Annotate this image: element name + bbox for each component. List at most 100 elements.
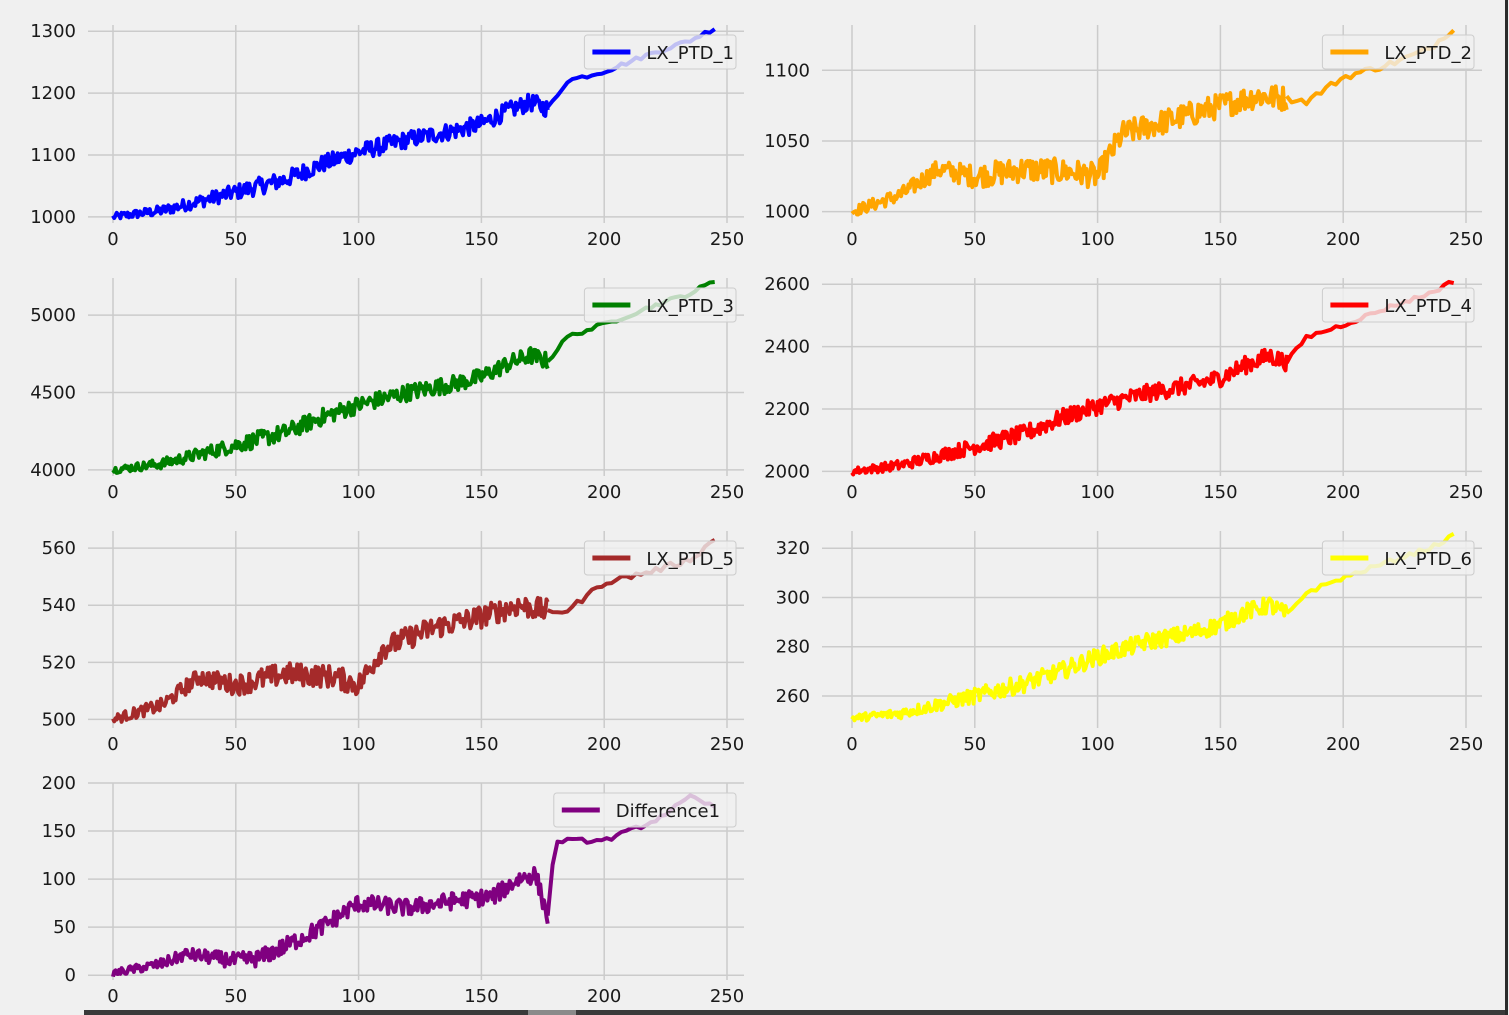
x-tick-label: 0 [107, 482, 118, 503]
x-tick-label: 250 [710, 734, 744, 755]
x-tick-label: 50 [224, 229, 247, 250]
y-tick-label: 0 [65, 965, 76, 986]
x-tick-label: 200 [587, 734, 621, 755]
y-tick-label: 520 [42, 652, 76, 673]
y-tick-label: 260 [776, 686, 810, 707]
x-tick-label: 150 [464, 229, 498, 250]
series-line-dense [111, 92, 550, 221]
x-tick-label: 0 [846, 734, 857, 755]
series-line-dense [111, 595, 550, 724]
y-tick-label: 280 [776, 637, 810, 658]
x-tick-label: 50 [963, 229, 986, 250]
legend-label: Difference1 [616, 801, 720, 822]
legend-label: LX_PTD_3 [646, 296, 734, 317]
x-tick-label: 250 [710, 229, 744, 250]
x-tick-label: 0 [107, 986, 118, 1007]
x-tick-label: 100 [1080, 482, 1114, 503]
x-tick-label: 0 [107, 734, 118, 755]
legend-box [1321, 287, 1475, 323]
y-tick-label: 1300 [30, 21, 76, 42]
y-tick-label: 1050 [764, 131, 810, 152]
y-tick-label: 4000 [30, 460, 76, 481]
y-tick-label: 500 [42, 709, 76, 730]
x-tick-label: 150 [1203, 734, 1237, 755]
y-tick-label: 5000 [30, 305, 76, 326]
x-tick-label: 100 [341, 482, 375, 503]
legend-box [583, 287, 737, 323]
series-line-dense [850, 596, 1289, 723]
legend: LX_PTD_4 [1321, 287, 1475, 323]
y-tick-label: 1000 [764, 202, 810, 223]
subplot-1: 0 50 100 150 200 250 1000 1100 1200 1300 LX_PTD_1 [30, 21, 744, 250]
y-tick-label: 4500 [30, 382, 76, 403]
window-edge-right [1505, 0, 1508, 1015]
series-line-dense [850, 84, 1289, 217]
x-tick-label: 150 [1203, 482, 1237, 503]
x-tick-label: 200 [587, 482, 621, 503]
legend-label: LX_PTD_5 [646, 549, 734, 570]
legend-label: LX_PTD_1 [646, 43, 734, 64]
x-tick-label: 250 [710, 482, 744, 503]
x-tick-label: 50 [963, 734, 986, 755]
legend-box [553, 792, 737, 828]
x-tick-label: 50 [224, 734, 247, 755]
legend-label: LX_PTD_6 [1384, 549, 1472, 570]
x-tick-label: 200 [587, 229, 621, 250]
x-tick-label: 100 [1080, 734, 1114, 755]
series-line-dense [850, 347, 1289, 477]
x-tick-label: 0 [846, 229, 857, 250]
x-tick-label: 150 [464, 986, 498, 1007]
series-line-dense [111, 346, 550, 475]
legend-label: LX_PTD_4 [1384, 296, 1472, 317]
subplot-5: 0 50 100 150 200 250 500 520 540 560 LX_PTD_5 [42, 531, 744, 755]
x-tick-label: 50 [224, 986, 247, 1007]
scrollbar-thumb[interactable] [528, 1010, 576, 1015]
x-tick-label: 0 [107, 229, 118, 250]
x-tick-label: 0 [846, 482, 857, 503]
x-tick-label: 250 [710, 986, 744, 1007]
x-tick-label: 250 [1449, 482, 1483, 503]
x-tick-label: 200 [1326, 734, 1360, 755]
legend-box [1321, 540, 1475, 576]
x-tick-label: 150 [1203, 229, 1237, 250]
y-tick-label: 320 [776, 538, 810, 559]
y-tick-label: 300 [776, 587, 810, 608]
y-tick-label: 2600 [764, 274, 810, 295]
legend-label: LX_PTD_2 [1384, 43, 1472, 64]
x-tick-label: 100 [341, 986, 375, 1007]
x-tick-label: 100 [341, 734, 375, 755]
y-tick-label: 100 [42, 869, 76, 890]
window-scrollbar[interactable] [84, 1010, 1505, 1015]
subplot-2: 0 50 100 150 200 250 1000 1050 1100 LX_PTD_2 [764, 25, 1483, 250]
subplot-6: 0 50 100 150 200 250 260 280 300 320 LX_PTD_6 [776, 531, 1483, 755]
y-tick-label: 150 [42, 821, 76, 842]
y-tick-label: 2400 [764, 337, 810, 358]
subplot-7: 0 50 100 150 200 250 0 50 100 150 200 Difference1 [42, 773, 745, 1007]
legend-box [583, 34, 737, 70]
y-tick-label: 1000 [30, 207, 76, 228]
x-tick-label: 250 [1449, 734, 1483, 755]
y-tick-label: 2200 [764, 399, 810, 420]
series-line-dense [111, 866, 550, 978]
subplot-4: 0 50 100 150 200 250 2000 2200 2400 2600 LX_PTD_4 [764, 274, 1483, 503]
legend: LX_PTD_6 [1321, 540, 1475, 576]
legend-box [1321, 34, 1475, 70]
y-tick-label: 540 [42, 595, 76, 616]
legend-box [583, 540, 737, 576]
legend: Difference1 [553, 792, 737, 828]
y-tick-label: 1200 [30, 83, 76, 104]
legend: LX_PTD_5 [583, 540, 737, 576]
x-tick-label: 150 [464, 734, 498, 755]
x-tick-label: 200 [1326, 229, 1360, 250]
x-tick-label: 150 [464, 482, 498, 503]
x-tick-label: 200 [1326, 482, 1360, 503]
legend: LX_PTD_2 [1321, 34, 1475, 70]
x-tick-label: 100 [341, 229, 375, 250]
y-tick-label: 50 [53, 917, 76, 938]
x-tick-label: 100 [1080, 229, 1114, 250]
y-tick-label: 560 [42, 538, 76, 559]
x-tick-label: 250 [1449, 229, 1483, 250]
y-tick-label: 2000 [764, 461, 810, 482]
